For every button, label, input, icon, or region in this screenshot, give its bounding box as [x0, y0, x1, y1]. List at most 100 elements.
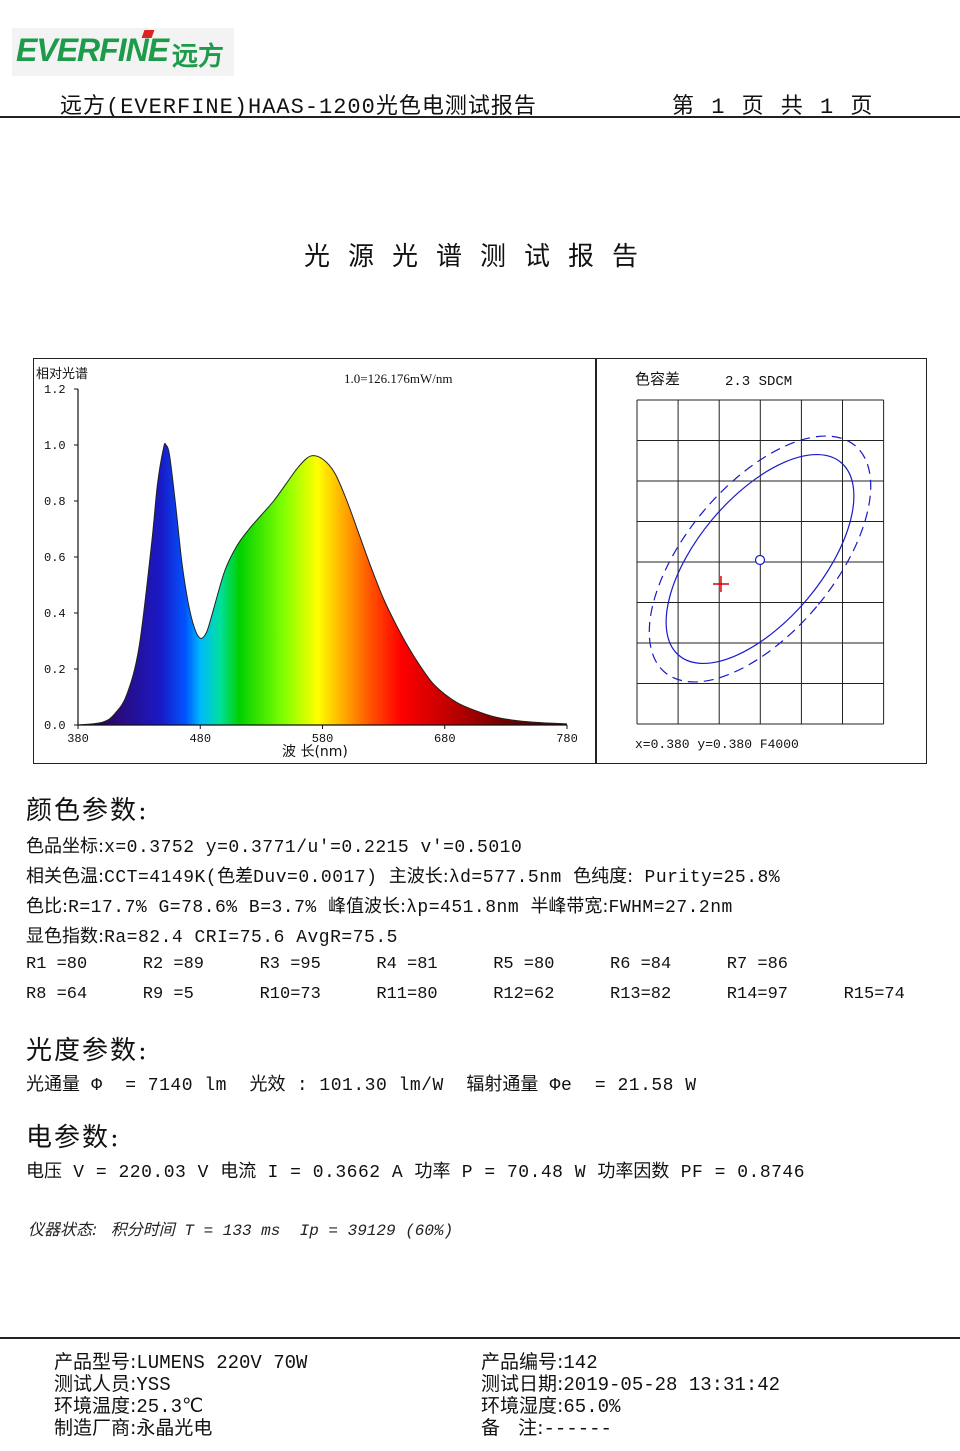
instrument-status: 仪器状态: 积分时间 T = 133 ms Ip = 39129 (60%) [28, 1216, 453, 1240]
current-value: I = 0.3662 A [256, 1163, 415, 1183]
humidity-label: 环境湿度: [481, 1395, 564, 1417]
peak-wl-label: 峰值波长: [328, 896, 407, 917]
duv-value: Duv=0.0017) [253, 868, 389, 888]
color-ratio-label: 色比: [26, 896, 69, 917]
photo-params-heading: 光度参数: [26, 1036, 149, 1066]
footer-humidity: 环境湿度:65.0% [481, 1391, 620, 1418]
efficacy-value: : 101.30 lm/W [285, 1076, 467, 1096]
report-title: 远方(EVERFINE)HAAS-1200光色电测试报告 [60, 95, 537, 120]
cri-label: 显色指数: [26, 926, 105, 947]
power-label: 功率 [414, 1161, 451, 1182]
temperature-value: 25.3℃ [136, 1396, 204, 1418]
r-value: R14=97 [726, 985, 789, 1004]
tolerance-coords: x=0.380 y=0.380 F4000 [635, 737, 799, 752]
voltage-label: 电压 [26, 1161, 62, 1182]
model-value: LUMENS 220V 70W [136, 1352, 308, 1374]
page-indicator: 第 1 页 共 1 页 [672, 95, 875, 120]
dominant-wl-value: λd=577.5nm [448, 868, 574, 888]
cct-line: 相关色温:CCT=4149K(色差Duv=0.0017) 主波长:λd=577.… [26, 862, 780, 888]
voltage-value: V = 220.03 V [62, 1163, 221, 1183]
manufacturer-label: 制造厂商: [54, 1417, 137, 1439]
manufacturer-value: 永晶光电 [136, 1417, 213, 1439]
y-tick-label: 0.0 [44, 719, 66, 733]
flux-value: Φ = 7140 lm [80, 1076, 250, 1096]
tolerance-label: 色容差 [635, 370, 680, 388]
chromaticity-value: x=0.3752 y=0.3771/u'=0.2215 v'=0.5010 [104, 838, 523, 858]
macadam-ellipse [665, 453, 855, 665]
r-values-grid: R1 =80 R2 =89 R3 =95 R4 =81 R5 =80 R6 =84 R7 =… [0, 0, 960, 1004]
tolerance-value: 2.3 SDCM [725, 374, 792, 390]
x-tick-label: 780 [556, 732, 578, 746]
y-tick-label: 1.2 [44, 383, 66, 397]
r-value: R15=74 [843, 985, 905, 1004]
note-value: ------ [543, 1418, 612, 1440]
tester-label: 测试人员: [54, 1373, 137, 1395]
humidity-value: 65.0% [563, 1396, 621, 1418]
r-value: R6 =84 [610, 955, 672, 974]
photometric-line: 光通量 Φ = 7140 lm 光效 : 101.30 lm/W 辐射通量 Φe… [26, 1070, 697, 1096]
logo-text-cn: 远方 [172, 42, 225, 72]
cct-label: 相关色温: [26, 866, 105, 887]
current-label: 电流 [220, 1161, 257, 1182]
r-value: R1 =80 [26, 955, 88, 974]
r-value: R4 =81 [376, 955, 438, 974]
x-tick-label: 680 [434, 732, 456, 746]
spectrum-chart: 相对光谱 1.0=126.176mW/nm 1.2 1.0 0.8 0.6 0.4 0.2… [36, 367, 578, 760]
power-factor-label: 功率因数 [597, 1161, 670, 1182]
chart-divider [595, 358, 597, 764]
r-value: R2 =89 [142, 955, 205, 974]
color-tolerance-chart: 色容差 2.3 SDCM x=0.380 y=0.380 F4000 [635, 370, 885, 752]
footer-manufacturer: 制造厂商:永晶光电 [54, 1413, 212, 1440]
footer-rule [0, 1337, 960, 1339]
footer-date: 测试日期:2019-05-28 13:31:42 [481, 1369, 780, 1396]
r-value: R5 =80 [493, 955, 555, 974]
y-tick-label: 0.6 [44, 551, 66, 565]
radiant-flux-label: 辐射通量 [466, 1074, 539, 1095]
r-value: R7 =86 [726, 955, 789, 974]
everfine-logo: EVERFINE 远方 [12, 28, 234, 76]
color-ratio-line: 色比:R=17.7% G=78.6% B=3.7% 峰值波长:λp=451.8n… [26, 892, 733, 918]
logo-text-en: EVERFINE [16, 32, 169, 68]
y-tick-label: 0.2 [44, 663, 66, 677]
instrument-label: 仪器状态: [28, 1220, 98, 1239]
date-value: 2019-05-28 13:31:42 [563, 1374, 781, 1396]
model-label: 产品型号: [54, 1351, 137, 1373]
footer-serial: 产品编号:142 [481, 1347, 598, 1374]
r-value: R10=73 [259, 985, 321, 1004]
y-tick-label: 0.4 [44, 607, 66, 621]
y-tick-label: 1.0 [44, 439, 66, 453]
cri-line: 显色指数:Ra=82.4 CRI=75.6 AvgR=75.5 [26, 922, 398, 948]
r-value: R3 =95 [259, 955, 321, 974]
chart-frame [33, 358, 927, 764]
chromaticity-line: 色品坐标:x=0.3752 y=0.3771/u'=0.2215 v'=0.50… [26, 832, 522, 858]
temperature-label: 环境温度: [54, 1395, 137, 1417]
spectrum-xlabel: 波 长(nm) [282, 744, 348, 760]
x-tick-label: 480 [189, 732, 211, 746]
footer-model: 产品型号:LUMENS 220V 70W [54, 1347, 307, 1374]
integration-time-label: 积分时间 [110, 1220, 175, 1239]
spectrum-outline [77, 442, 568, 726]
y-tick-label: 0.8 [44, 495, 66, 509]
footer-tester: 测试人员:YSS [54, 1369, 171, 1396]
r-value: R11=80 [376, 985, 438, 1004]
cri-value: Ra=82.4 CRI=75.6 AvgR=75.5 [104, 928, 398, 948]
fwhm-label: 半峰带宽: [530, 896, 609, 917]
duv-label: 色差 [217, 866, 254, 887]
note-label: 备 注: [481, 1417, 544, 1439]
r-value: R13=82 [610, 985, 672, 1004]
target-point [754, 554, 766, 566]
tester-value: YSS [136, 1374, 171, 1396]
x-tick-label: 580 [312, 732, 334, 746]
purity-label: 色纯度: [573, 866, 634, 887]
color-params-heading: 颜色参数: [26, 796, 149, 826]
elec-params-heading: 电参数: [26, 1123, 121, 1153]
r-value: R9 =5 [142, 985, 194, 1004]
serial-value: 142 [563, 1352, 598, 1374]
color-ratio-value: R=17.7% G=78.6% B=3.7% [68, 898, 329, 918]
power-factor-value: PF = 0.8746 [669, 1163, 806, 1183]
spectrum-area [78, 443, 567, 725]
radiant-flux-value: Φe = 21.58 W [538, 1076, 697, 1096]
r-value: R8 =64 [26, 985, 88, 1004]
integration-time-value: T = 133 ms Ip = 39129 (60%) [174, 1222, 454, 1240]
x-tick-label: 380 [67, 732, 89, 746]
